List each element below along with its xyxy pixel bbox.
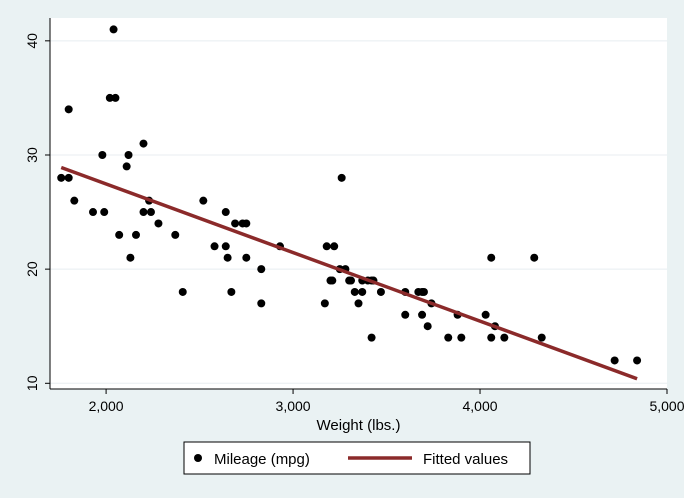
data-point-2 xyxy=(64,173,73,182)
grid-lines xyxy=(50,40,667,384)
data-point-60 xyxy=(423,322,432,331)
data-point-24 xyxy=(221,208,230,217)
data-point-15 xyxy=(139,139,148,148)
data-point-19 xyxy=(154,219,163,228)
x-tick-label-1: 3,000 xyxy=(276,398,311,414)
data-point-5 xyxy=(98,150,107,159)
data-point-65 xyxy=(481,310,490,319)
legend-label-fitted: Fitted values xyxy=(423,451,508,468)
data-point-46 xyxy=(354,299,363,308)
data-point-20 xyxy=(171,230,180,239)
data-point-67 xyxy=(487,253,496,262)
data-point-38 xyxy=(328,276,337,285)
data-point-7 xyxy=(105,93,114,102)
x-tick-label-0: 2,000 xyxy=(89,398,124,414)
legend-label-mileage: Mileage (mpg) xyxy=(214,451,310,468)
data-point-62 xyxy=(444,333,453,342)
data-point-51 xyxy=(367,333,376,342)
data-point-64 xyxy=(457,333,466,342)
data-point-70 xyxy=(530,253,539,262)
data-point-21 xyxy=(178,287,187,296)
data-point-71 xyxy=(537,333,546,342)
data-point-4 xyxy=(89,208,98,217)
y-tick-label-3: 40 xyxy=(24,33,40,49)
data-point-69 xyxy=(500,333,509,342)
data-point-18 xyxy=(146,208,155,217)
legend: Mileage (mpg) Fitted values xyxy=(183,441,531,475)
data-point-25 xyxy=(221,242,230,251)
data-point-1 xyxy=(64,105,73,114)
data-point-28 xyxy=(231,219,240,228)
data-point-12 xyxy=(124,150,133,159)
data-point-59 xyxy=(419,287,428,296)
plot-area xyxy=(50,18,667,389)
x-axis-title: Weight (lbs.) xyxy=(317,417,401,434)
data-point-23 xyxy=(210,242,219,251)
data-point-41 xyxy=(337,173,346,182)
data-point-44 xyxy=(347,276,356,285)
data-point-3 xyxy=(70,196,79,205)
data-point-33 xyxy=(257,299,266,308)
data-point-16 xyxy=(139,208,148,217)
x-tick-label-2: 4,000 xyxy=(463,398,498,414)
data-point-39 xyxy=(330,242,339,251)
data-point-53 xyxy=(376,287,385,296)
data-point-36 xyxy=(322,242,331,251)
data-point-6 xyxy=(100,208,109,217)
data-point-27 xyxy=(227,287,236,296)
data-point-32 xyxy=(257,265,266,274)
axes xyxy=(49,18,667,390)
data-point-11 xyxy=(122,162,131,171)
fitted-line xyxy=(60,165,638,381)
data-point-10 xyxy=(115,230,124,239)
x-ticks: 2,000 3,000 4,000 5,000 xyxy=(89,389,684,414)
data-point-22 xyxy=(199,196,208,205)
legend-marker-mileage xyxy=(194,454,202,462)
y-tick-label-2: 30 xyxy=(24,147,40,163)
data-point-47 xyxy=(358,287,367,296)
data-point-45 xyxy=(350,287,359,296)
data-point-13 xyxy=(126,253,135,262)
data-point-35 xyxy=(320,299,329,308)
data-point-31 xyxy=(242,253,251,262)
y-tick-label-0: 10 xyxy=(24,375,40,391)
data-point-0 xyxy=(57,173,66,182)
data-point-9 xyxy=(111,93,120,102)
data-point-14 xyxy=(132,230,141,239)
data-point-54 xyxy=(401,310,410,319)
data-point-30 xyxy=(242,219,251,228)
y-ticks: 10 20 30 40 xyxy=(24,33,50,391)
data-point-73 xyxy=(633,356,642,365)
data-point-72 xyxy=(610,356,619,365)
data-point-57 xyxy=(418,310,427,319)
x-tick-label-3: 5,000 xyxy=(649,398,684,414)
y-tick-label-1: 20 xyxy=(24,261,40,277)
data-point-26 xyxy=(223,253,232,262)
data-point-8 xyxy=(109,25,118,34)
data-point-66 xyxy=(487,333,496,342)
